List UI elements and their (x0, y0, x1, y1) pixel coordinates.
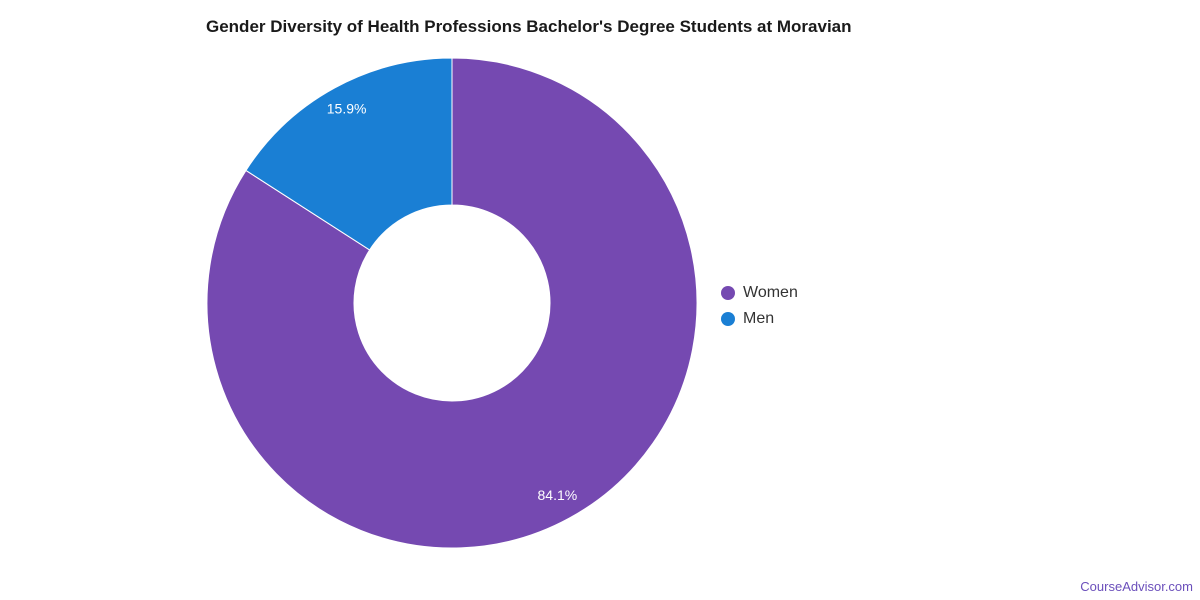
legend-label-men: Men (743, 310, 775, 327)
slice-women[interactable] (206, 57, 698, 549)
legend: Women Men (721, 280, 798, 332)
legend-item-men[interactable]: Men (721, 306, 798, 332)
slice-men[interactable] (245, 57, 453, 251)
legend-label-women: Women (743, 284, 798, 301)
slices-group (206, 57, 698, 549)
slice-label-women: 84.1% (538, 487, 578, 503)
legend-item-women[interactable]: Women (721, 280, 798, 306)
footer-brand[interactable]: CourseAdvisor.com (1080, 579, 1193, 594)
slice-labels-group: 84.1% 15.9% (327, 101, 577, 503)
chart-title: Gender Diversity of Health Professions B… (206, 17, 852, 36)
legend-swatch-men (721, 312, 735, 326)
legend-swatch-women (721, 286, 735, 300)
slice-label-men: 15.9% (327, 101, 367, 117)
